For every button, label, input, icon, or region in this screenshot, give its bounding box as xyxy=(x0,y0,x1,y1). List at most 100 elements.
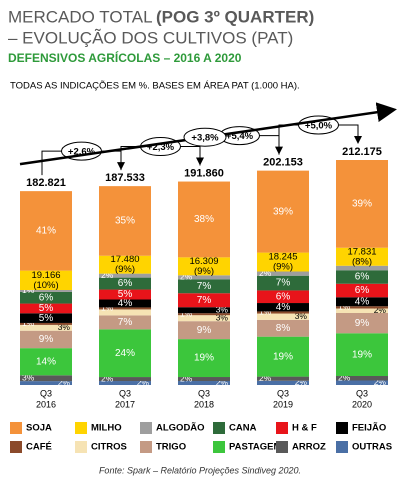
value-label: 17.480 xyxy=(110,254,139,265)
legend-label: PASTAGEM xyxy=(229,442,282,453)
legend-label: ALGODÃO xyxy=(156,423,205,434)
value-label: 1% xyxy=(259,307,272,317)
bar-segment xyxy=(20,330,72,349)
bar-segment xyxy=(336,306,388,309)
bar-segment xyxy=(178,313,230,316)
bar-segment xyxy=(99,277,151,290)
x-tick-label: 2019 xyxy=(273,399,293,409)
bar-segment xyxy=(257,311,309,314)
value-label: 3% xyxy=(295,311,308,321)
value-label: 3% xyxy=(216,304,229,314)
legend-swatch xyxy=(276,422,288,434)
value-label: 7% xyxy=(197,295,212,306)
value-label: 17.831 xyxy=(347,246,376,257)
value-label: 6% xyxy=(39,292,54,303)
total-label: 212.175 xyxy=(342,146,382,158)
bar-segment xyxy=(178,307,230,314)
bar-segment xyxy=(336,308,388,313)
value-label: 16.309 xyxy=(189,256,218,267)
value-label: 2% xyxy=(101,270,114,280)
value-label: 7% xyxy=(197,281,212,292)
legend-swatch xyxy=(140,441,152,453)
legend-swatch xyxy=(140,422,152,434)
value-label: 2% xyxy=(259,268,272,278)
value-label: (8%) xyxy=(352,256,372,267)
legend-label: CITROS xyxy=(91,442,127,453)
total-label: 191.860 xyxy=(184,167,224,179)
bar-segment xyxy=(99,315,151,330)
x-tick-label: Q3 xyxy=(119,388,131,398)
bar-segment xyxy=(178,293,230,308)
overall-bubble xyxy=(183,127,227,147)
value-label: 38% xyxy=(194,214,214,225)
bar-segment xyxy=(257,252,309,272)
bar-segment xyxy=(99,273,151,278)
bar-segment xyxy=(20,381,72,385)
bar-segment xyxy=(99,307,151,310)
legend-label: CANA xyxy=(229,423,257,434)
bar-segment xyxy=(257,376,309,381)
legend-swatch xyxy=(10,422,22,434)
bar-segment xyxy=(20,191,72,271)
bar-segment xyxy=(257,319,309,337)
bar-segment xyxy=(20,270,72,291)
bar-segment xyxy=(178,279,230,294)
value-label: 24% xyxy=(115,348,135,359)
value-label: 3% xyxy=(58,322,71,332)
value-label: 4% xyxy=(355,296,370,307)
total-label: 187.533 xyxy=(105,172,145,184)
bar-segment xyxy=(178,181,230,258)
bar-segment xyxy=(20,375,72,382)
value-label: 9% xyxy=(355,318,370,329)
source: Fonte: Spark – Relatório Projeções Sindi… xyxy=(99,465,301,475)
value-label: 1% xyxy=(22,318,35,328)
value-label: 3% xyxy=(22,372,35,382)
bar-segment xyxy=(99,289,151,300)
bar-segment xyxy=(99,255,151,274)
legend-label: ARROZ xyxy=(292,442,326,453)
value-label: 9% xyxy=(197,325,212,336)
legend-swatch xyxy=(336,422,348,434)
value-label: 7% xyxy=(276,278,291,289)
bar-segment xyxy=(336,376,388,381)
bar-segment xyxy=(99,329,151,378)
value-label: 5% xyxy=(118,289,133,300)
value-label: (9%) xyxy=(194,266,214,277)
value-label: 1% xyxy=(180,308,193,318)
x-tick-label: 2016 xyxy=(36,399,56,409)
bar-segment xyxy=(99,377,151,382)
value-label: 6% xyxy=(355,285,370,296)
legend-swatch xyxy=(213,422,225,434)
value-label: 3% xyxy=(216,312,229,322)
bar-segment xyxy=(178,315,230,322)
value-label: 19% xyxy=(352,349,372,360)
legend-swatch xyxy=(75,441,87,453)
bar-segment xyxy=(257,313,309,320)
legend-label: FEIJÃO xyxy=(352,423,386,434)
legend-label: H & F xyxy=(292,423,317,434)
bar-segment xyxy=(20,303,72,314)
bar-segment xyxy=(336,265,388,271)
value-label: 2% xyxy=(58,377,71,387)
total-label: 182.821 xyxy=(26,177,66,189)
value-label: 6% xyxy=(355,272,370,283)
bar-segment xyxy=(336,283,388,298)
bar-segment xyxy=(20,322,72,325)
x-tick-label: 2020 xyxy=(352,399,372,409)
note: TODAS AS INDICAÇÕES EM %. BASES EM ÁREA … xyxy=(10,81,300,92)
bar-segment xyxy=(257,303,309,312)
value-label: 39% xyxy=(273,206,293,217)
value-label: 1% xyxy=(338,302,351,312)
value-label: 6% xyxy=(276,291,291,302)
bar-segment xyxy=(257,336,309,377)
subtitle: DEFENSIVOS AGRÍCOLAS – 2016 A 2020 xyxy=(8,50,242,65)
legend-label: TRIGO xyxy=(156,442,186,453)
bar-segment xyxy=(336,160,388,248)
legend-swatch xyxy=(213,441,225,453)
value-label: 2% xyxy=(101,373,114,383)
growth-label: +2,6% xyxy=(68,147,96,158)
overall-label: +3,8% xyxy=(191,133,219,144)
value-label: 1% xyxy=(22,285,35,295)
bar-segment xyxy=(99,186,151,256)
